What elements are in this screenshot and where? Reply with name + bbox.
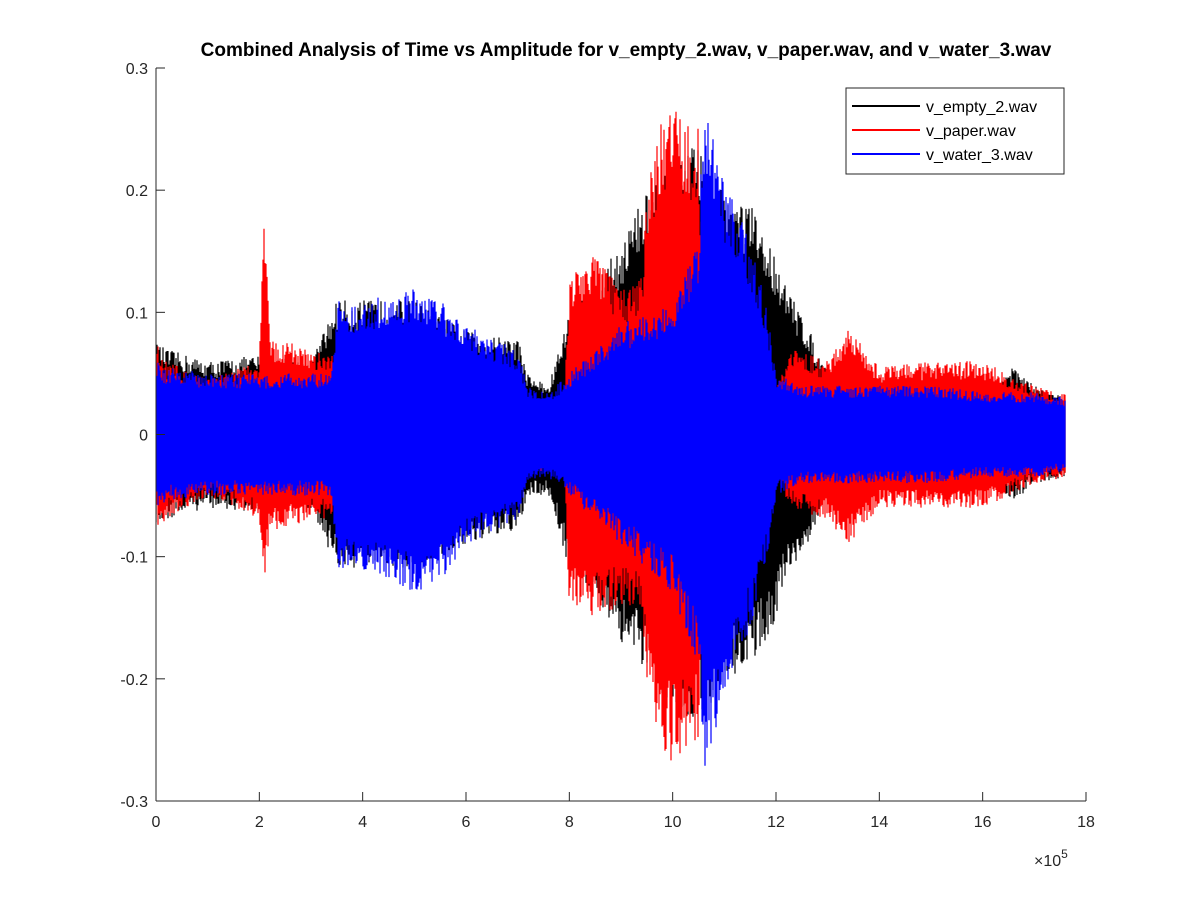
x-tick-label: 8 (565, 814, 574, 831)
legend-label: v_water_3.wav (926, 147, 1033, 164)
x-tick-label: 16 (974, 814, 992, 831)
x-tick-label: 10 (664, 814, 682, 831)
x-tick-label: 0 (152, 814, 161, 831)
x-tick-label: 6 (462, 814, 471, 831)
x-tick-label: 14 (870, 814, 888, 831)
legend-label: v_empty_2.wav (926, 99, 1037, 116)
chart-title: Combined Analysis of Time vs Amplitude f… (201, 40, 1052, 61)
plot-area (156, 111, 1066, 766)
x-tick-label: 4 (358, 814, 367, 831)
series-v-water-3-wav (156, 123, 1066, 766)
y-tick-label: 0.1 (126, 305, 148, 322)
legend: v_empty_2.wav v_paper.wav v_water_3.wav (845, 87, 1065, 175)
x-tick-label: 2 (255, 814, 264, 831)
x-tick-label: 18 (1077, 814, 1095, 831)
x-exponent-label: ×105 (1034, 847, 1068, 870)
y-tick-label: -0.3 (120, 794, 148, 811)
y-tick-label: -0.1 (120, 550, 148, 567)
y-tick-label: 0 (139, 428, 148, 445)
y-tick-label: 0.2 (126, 183, 148, 200)
axes: 0 2 4 6 8 10 12 14 16 18 -0.3 -0.2 -0.1 0 0.1 0.2 0.3 ×10… (120, 61, 1095, 870)
y-tick-label: 0.3 (126, 61, 148, 78)
x-tick-label: 12 (767, 814, 785, 831)
y-tick-label: -0.2 (120, 672, 148, 689)
legend-label: v_paper.wav (926, 123, 1016, 140)
